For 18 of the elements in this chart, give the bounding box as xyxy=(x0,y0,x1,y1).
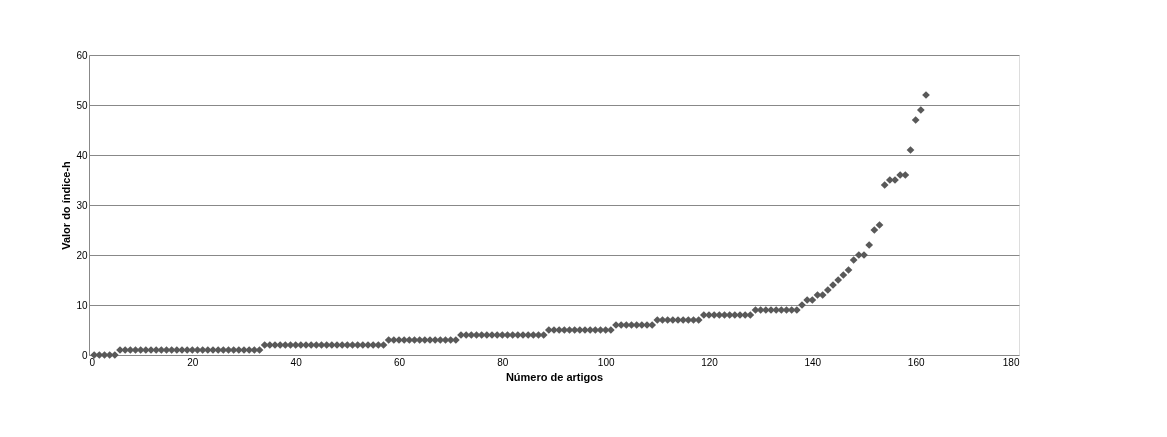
x-tick-label: 160 xyxy=(907,356,925,368)
y-tick-label: 40 xyxy=(76,149,88,161)
x-tick-label: 60 xyxy=(393,356,406,368)
x-tick-label: 140 xyxy=(804,356,822,368)
x-tick-label: 0 xyxy=(89,356,96,368)
x-axis-title: Número de artigos xyxy=(505,370,604,383)
x-tick-label: 20 xyxy=(187,356,199,368)
x-tick-label: 180 xyxy=(1002,356,1020,368)
y-tick-label: 50 xyxy=(76,99,88,111)
y-tick-label: 10 xyxy=(76,299,88,311)
y-axis-title: Valor do índice-h xyxy=(60,160,73,250)
x-tick-label: 40 xyxy=(290,356,303,368)
x-tick-label: 120 xyxy=(701,356,719,368)
x-tick-label: 100 xyxy=(597,356,615,368)
y-tick-label: 60 xyxy=(76,49,88,61)
x-tick-label: 80 xyxy=(497,356,509,368)
y-tick-label: 20 xyxy=(76,249,88,261)
y-tick-label: 30 xyxy=(76,199,88,211)
